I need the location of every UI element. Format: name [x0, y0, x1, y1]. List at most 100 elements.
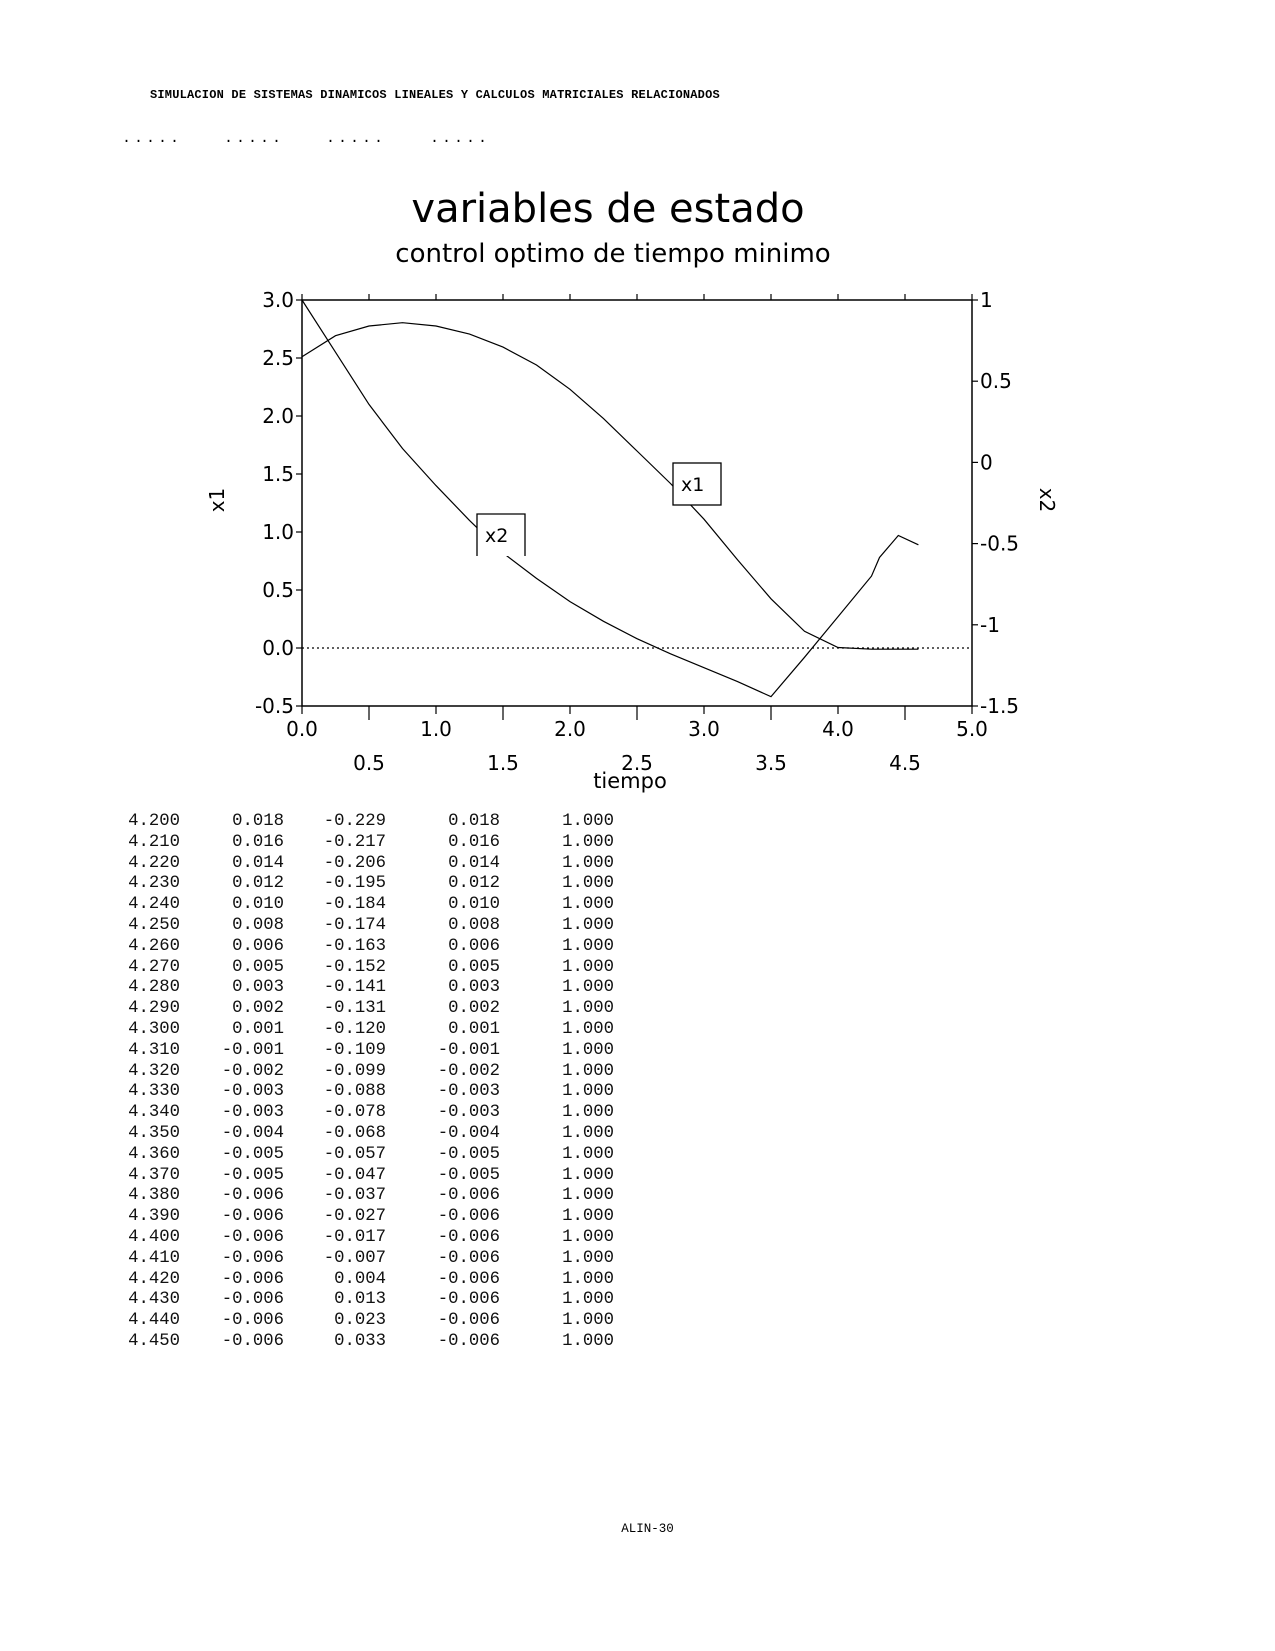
y-left-tick-label: 1.0	[262, 520, 294, 544]
table-cell: 0.018	[448, 812, 500, 831]
table-cell: 1.000	[562, 1248, 614, 1268]
y-left-tick-label: 0.0	[262, 636, 294, 660]
y-right-tick-label: -1	[980, 613, 1000, 637]
table-cell: -0.037	[323, 1186, 386, 1206]
table-cell: 1.000	[562, 832, 614, 852]
table-cell: 1.000	[562, 1331, 614, 1351]
table-cell: -0.088	[323, 1082, 386, 1102]
table-cell: -0.217	[323, 832, 386, 852]
table-cell: 1.000	[562, 957, 614, 977]
chart-subtitle: control optimo de tiempo minimo	[395, 239, 830, 269]
table-cell: 1.000	[562, 1227, 614, 1247]
table-cell: -0.005	[437, 1144, 500, 1164]
table-cell: -0.004	[437, 1123, 500, 1143]
table-cell: 1.000	[562, 1290, 614, 1310]
table-cell: 4.330	[128, 1082, 180, 1102]
table-cell: -0.174	[323, 915, 386, 935]
x2-annotation-frame	[476, 513, 526, 556]
table-cell: 4.280	[128, 978, 180, 998]
table-cell: -0.006	[437, 1290, 500, 1310]
table-cell: 4.270	[128, 957, 180, 977]
table-cell: -0.006	[437, 1207, 500, 1227]
table-cell: -0.131	[323, 999, 386, 1019]
table-cell: -0.001	[437, 1040, 500, 1060]
table-cell: -0.003	[437, 1103, 500, 1123]
x-axis-label: tiempo	[593, 769, 667, 793]
table-cell: 4.440	[128, 1311, 180, 1331]
dots-4: .....	[430, 130, 491, 147]
table-cell: 0.012	[448, 874, 500, 894]
table-cell: -0.017	[323, 1227, 386, 1247]
table-cell: 0.016	[448, 832, 500, 852]
table-cell: 0.014	[232, 853, 284, 873]
table-cell: 4.220	[128, 853, 180, 873]
table-cell: -0.078	[323, 1103, 386, 1123]
table-cell: -0.006	[221, 1311, 284, 1331]
table-cell: 4.390	[128, 1207, 180, 1227]
table-cell: -0.229	[323, 812, 386, 831]
table-cell: 1.000	[562, 895, 614, 915]
table-cell: 1.000	[562, 1165, 614, 1185]
table-cell: 4.340	[128, 1103, 180, 1123]
table-cell: -0.006	[221, 1186, 284, 1206]
table-cell: -0.003	[221, 1082, 284, 1102]
y-left-tick-label: 1.5	[262, 462, 294, 486]
table-cell: 0.016	[232, 832, 284, 852]
dots-3: .....	[326, 130, 387, 147]
table-cell: -0.006	[221, 1227, 284, 1247]
page-header: SIMULACION DE SISTEMAS DINAMICOS LINEALE…	[150, 88, 720, 102]
table-cell: -0.007	[323, 1248, 386, 1268]
table-cell: 4.360	[128, 1144, 180, 1164]
page-footer: ALIN-30	[621, 1522, 674, 1536]
table-cell: 4.310	[128, 1040, 180, 1060]
dots-2: .....	[224, 130, 285, 147]
table-cell: 0.012	[232, 874, 284, 894]
x-tick-label-upper: 3.0	[688, 717, 720, 741]
table-cell: -0.027	[323, 1207, 386, 1227]
table-cell: 0.001	[232, 1019, 284, 1039]
dots-1: .....	[122, 130, 183, 147]
table-cell: -0.206	[323, 853, 386, 873]
x-tick-label-upper: 1.0	[420, 717, 452, 741]
table-cell: 1.000	[562, 978, 614, 998]
x2-annotation-text: x2	[485, 525, 508, 547]
table-cell: -0.120	[323, 1019, 386, 1039]
table-cell: 4.450	[128, 1331, 180, 1351]
table-cell: 4.370	[128, 1165, 180, 1185]
x-tick-label-upper: 2.0	[554, 717, 586, 741]
table-cell: 0.006	[448, 936, 500, 956]
x-tick-label-lower: 1.5	[487, 751, 519, 775]
x-tick-label-lower: 4.5	[889, 751, 921, 775]
table-cell: 1.000	[562, 1186, 614, 1206]
table-cell: 1.000	[562, 1040, 614, 1060]
table-cell: 4.230	[128, 874, 180, 894]
table-cell: 0.004	[334, 1269, 386, 1289]
chart-title: variables de estado	[411, 186, 804, 232]
y-right-tick-label: 0	[980, 450, 993, 474]
table-cell: 4.200	[128, 812, 180, 831]
y-right-tick-label: 0.5	[980, 369, 1012, 393]
table-cell: -0.006	[437, 1227, 500, 1247]
table-cell: 1.000	[562, 812, 614, 831]
table-cell: 0.010	[232, 895, 284, 915]
table-cell: 0.006	[232, 936, 284, 956]
table-cell: 0.013	[334, 1290, 386, 1310]
table-cell: 1.000	[562, 1269, 614, 1289]
series-line-x2	[301, 322, 919, 650]
table-cell: 0.014	[448, 853, 500, 873]
table-cell: -0.005	[221, 1144, 284, 1164]
table-cell: -0.141	[323, 978, 386, 998]
table-cell: -0.003	[437, 1082, 500, 1102]
table-cell: 1.000	[562, 1082, 614, 1102]
table-cell: -0.002	[221, 1061, 284, 1081]
table-cell: 0.002	[448, 999, 500, 1019]
y-right-tick-label: -0.5	[980, 532, 1019, 556]
table-cell: 0.023	[334, 1311, 386, 1331]
x-tick-label-upper: 5.0	[956, 717, 988, 741]
table-cell: -0.005	[437, 1165, 500, 1185]
table-cell: 4.410	[128, 1248, 180, 1268]
y-right-tick-label: -1.5	[980, 694, 1019, 718]
x1-annotation-frame	[672, 462, 722, 506]
table-cell: 4.240	[128, 895, 180, 915]
table-cell: -0.068	[323, 1123, 386, 1143]
